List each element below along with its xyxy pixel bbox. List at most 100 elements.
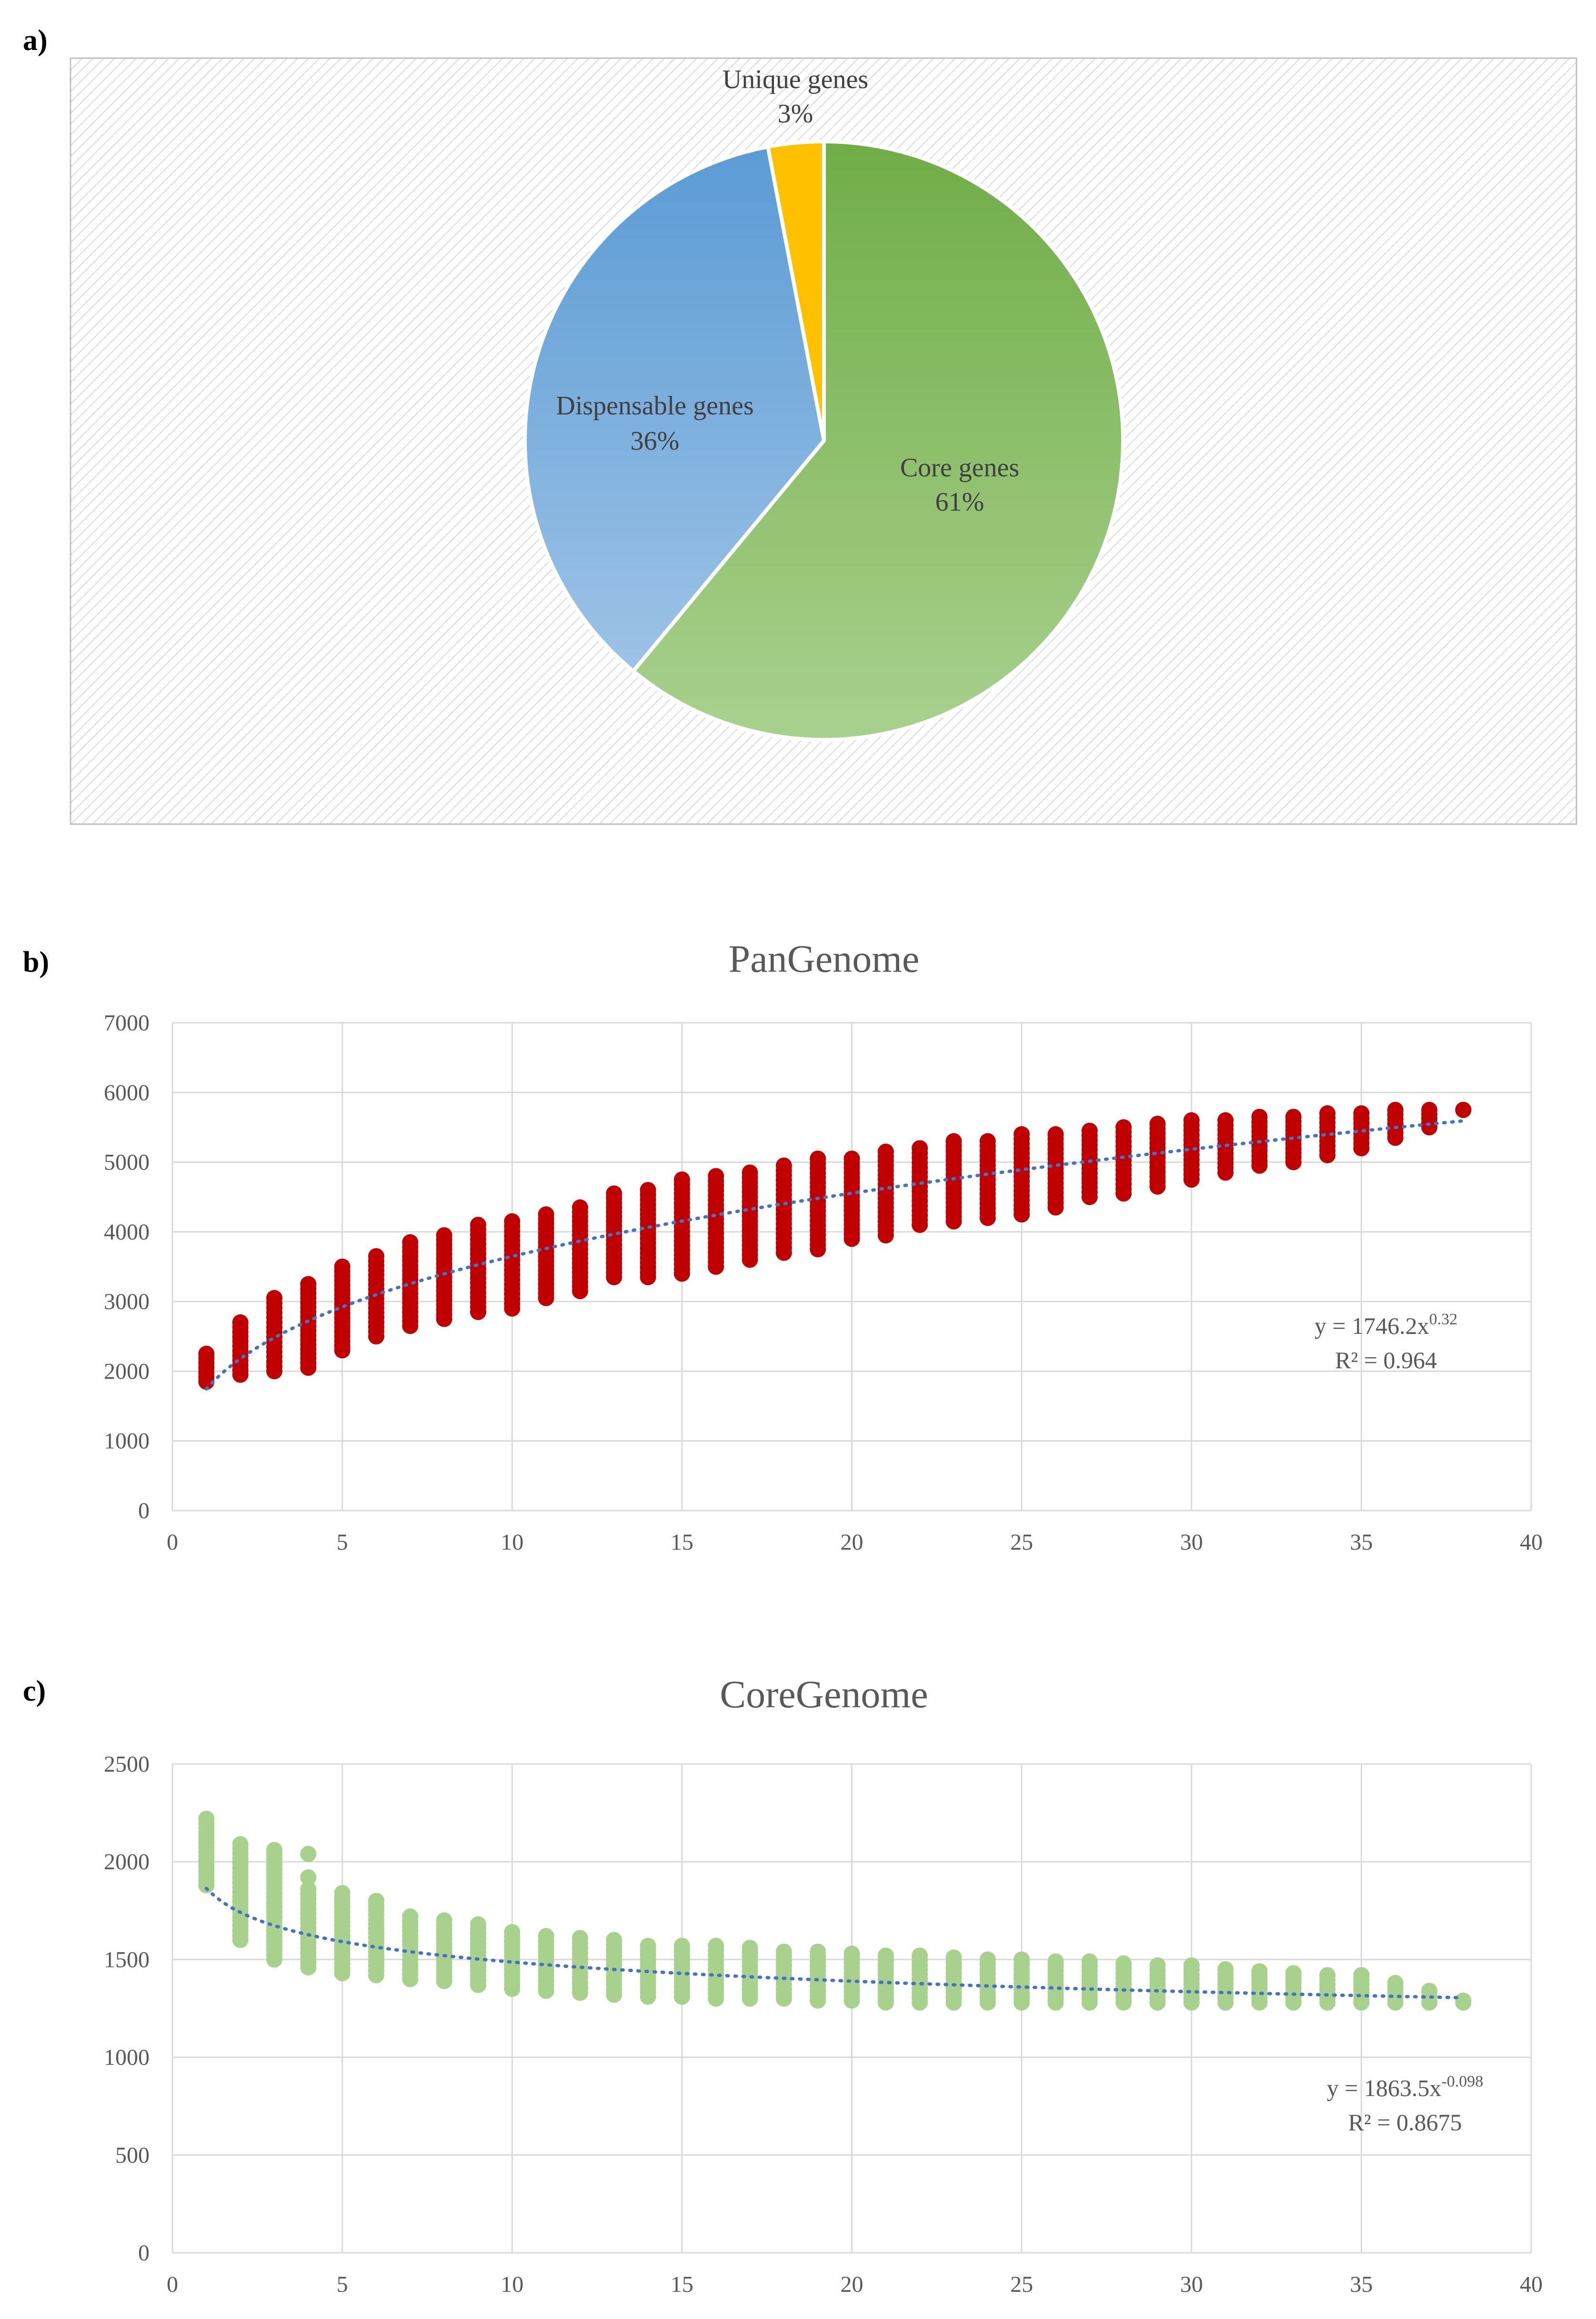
data-point	[1285, 1994, 1302, 2011]
y-tick-label: 6000	[104, 1080, 150, 1105]
y-tick-label: 4000	[104, 1220, 150, 1245]
x-tick-label: 0	[167, 1530, 178, 1555]
data-point	[436, 1311, 452, 1327]
pie-percent-core: 61%	[935, 487, 984, 517]
pangenome-title: PanGenome	[729, 937, 920, 980]
data-point	[232, 1932, 249, 1948]
data-point	[1353, 1994, 1370, 2011]
data-point	[1319, 1147, 1336, 1163]
data-point	[334, 1342, 351, 1359]
data-point	[368, 1328, 384, 1345]
x-tick-label: 35	[1350, 2272, 1373, 2297]
pangenome-equation: y = 1746.2x0.32	[1315, 1311, 1457, 1339]
data-point	[912, 1217, 928, 1233]
data-point	[266, 1363, 282, 1380]
data-point-outlier	[300, 1869, 317, 1886]
x-tick-label: 30	[1180, 2272, 1203, 2297]
x-tick-label: 20	[841, 1530, 863, 1555]
data-point	[538, 1290, 554, 1306]
pie-slice-core	[631, 139, 1125, 742]
data-point	[708, 1990, 724, 2007]
data-point	[1047, 1199, 1064, 1216]
x-tick-label: 25	[1010, 1530, 1033, 1555]
y-tick-label: 7000	[104, 1010, 150, 1036]
trendline	[204, 1886, 1465, 2000]
data-point	[232, 1366, 249, 1383]
data-point	[1387, 1994, 1404, 2011]
panel-label-c: c)	[23, 1675, 46, 1707]
coregenome-equation: y = 1863.5x-0.098	[1327, 2073, 1484, 2101]
pie-slice-dispensable	[523, 144, 826, 674]
pie-chart: Core genes 61% Dispensable genes 36% Unique …	[70, 57, 1577, 825]
x-tick-label: 35	[1350, 1530, 1373, 1555]
data-point	[742, 1990, 758, 2007]
coregenome-equation-base: y = 1863.5x	[1327, 2075, 1442, 2101]
pangenome-chart: PanGenome 0 1000 2000 3000 4000 5000 6000 7000 0…	[104, 937, 1543, 1555]
pangenome-equation-exponent: 0.32	[1429, 1311, 1458, 1328]
data-point	[843, 1230, 860, 1247]
data-point	[1081, 1189, 1098, 1205]
y-tick-label: 3000	[104, 1289, 150, 1314]
x-tick-label: 5	[337, 2272, 348, 2297]
data-point	[1387, 1129, 1404, 1146]
pie-label-dispensable: Dispensable genes	[556, 391, 753, 421]
data-point	[979, 1994, 996, 2011]
data-point	[1319, 1994, 1336, 2011]
data-point	[470, 1976, 486, 1993]
coregenome-equation-exponent: -0.098	[1441, 2073, 1483, 2090]
data-point	[775, 1244, 792, 1261]
data-point	[198, 1373, 215, 1390]
data-point	[979, 1210, 996, 1226]
data-point	[504, 1300, 521, 1317]
data-point	[708, 1259, 724, 1275]
data-point	[742, 1251, 758, 1268]
data-point	[334, 1965, 351, 1982]
data-point	[1183, 1994, 1200, 2011]
data-point	[1115, 1994, 1132, 2011]
data-point	[1081, 1994, 1098, 2011]
data-point	[640, 1988, 656, 2005]
coregenome-r2: R² = 0.8675	[1348, 2109, 1462, 2136]
x-tick-label: 25	[1010, 2272, 1033, 2297]
x-tick-label: 30	[1180, 1530, 1203, 1555]
y-tick-label: 2000	[104, 1359, 150, 1384]
data-point	[877, 1994, 894, 2011]
pie-slice-unique	[765, 139, 826, 441]
data-point	[843, 1992, 860, 2009]
data-point	[606, 1986, 622, 2003]
data-point	[673, 1265, 690, 1282]
y-tick-label: 1000	[104, 2045, 150, 2070]
data-point	[436, 1973, 452, 1989]
data-point	[673, 1988, 690, 2005]
x-tick-label: 0	[167, 2272, 178, 2297]
data-point	[538, 1983, 554, 1999]
data-point	[1455, 1994, 1472, 2011]
data-point	[640, 1269, 656, 1285]
y-tick-label: 2500	[104, 1752, 150, 1777]
trendline	[204, 1119, 1465, 1391]
data-point	[1149, 1178, 1166, 1195]
data-point	[1014, 1994, 1030, 2011]
panel-label-b: b)	[23, 946, 50, 978]
data-point	[606, 1269, 622, 1285]
x-tick-label: 5	[337, 1530, 348, 1555]
data-point	[300, 1360, 317, 1376]
x-tick-label: 40	[1520, 2272, 1543, 2297]
data-point	[912, 1994, 928, 2011]
data-point	[1353, 1140, 1370, 1157]
data-point-outlier	[300, 1845, 317, 1862]
data-point	[1014, 1206, 1030, 1223]
data-point	[1149, 1994, 1166, 2011]
data-point	[810, 1992, 826, 2009]
pie-label-unique: Unique genes	[723, 65, 868, 94]
x-tick-label: 10	[501, 2272, 523, 2297]
data-point	[1217, 1994, 1234, 2011]
data-point	[1285, 1154, 1302, 1170]
y-tick-label: 5000	[104, 1150, 150, 1175]
data-point	[877, 1227, 894, 1244]
x-tick-label: 40	[1520, 1530, 1543, 1555]
x-tick-label: 15	[671, 1530, 693, 1555]
pangenome-r2: R² = 0.964	[1335, 1347, 1437, 1373]
data-point	[1455, 1101, 1472, 1118]
y-tick-label: 0	[138, 1498, 150, 1523]
